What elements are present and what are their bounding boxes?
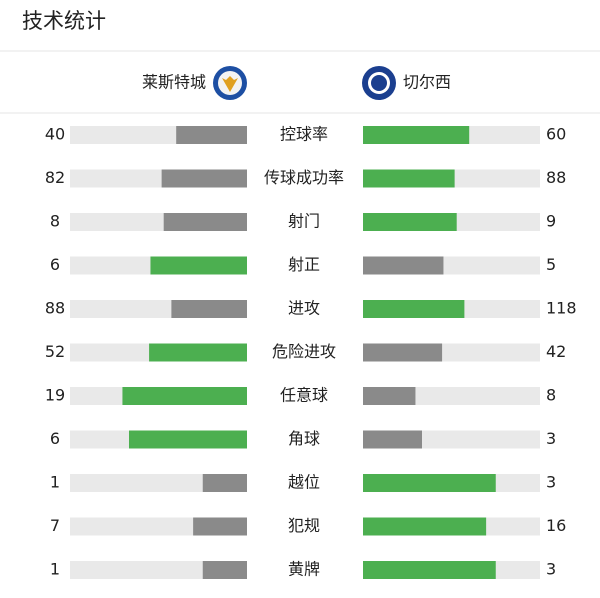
home-value: 7 — [50, 516, 60, 535]
away-bar — [363, 300, 465, 318]
away-bar — [363, 474, 496, 492]
stat-label: 传球成功率 — [264, 168, 344, 187]
away-bar — [363, 387, 416, 405]
stat-label: 任意球 — [280, 386, 328, 405]
home-bar — [122, 387, 247, 405]
away-team-name: 切尔西 — [403, 73, 451, 92]
away-bar — [363, 430, 422, 449]
stat-label: 犯规 — [288, 516, 320, 535]
away-value: 9 — [546, 212, 556, 231]
home-team-name: 莱斯特城 — [142, 73, 206, 92]
home-value: 19 — [45, 386, 65, 405]
away-bar — [363, 343, 443, 362]
home-value: 1 — [50, 560, 60, 579]
away-bar — [363, 169, 455, 188]
home-bar — [150, 256, 247, 275]
home-value: 40 — [45, 125, 65, 144]
away-value: 60 — [546, 125, 566, 144]
away-bar — [363, 256, 444, 275]
home-bar — [202, 561, 247, 579]
home-value: 52 — [45, 342, 65, 361]
home-bar — [163, 213, 247, 231]
stat-label: 射门 — [288, 212, 320, 231]
away-bar — [363, 561, 496, 579]
home-team-logo — [213, 66, 247, 100]
stat-label: 控球率 — [280, 125, 328, 144]
away-team-logo — [362, 66, 396, 100]
away-bar — [363, 213, 457, 231]
home-value: 1 — [50, 473, 60, 492]
away-value: 3 — [546, 473, 556, 492]
home-bar — [202, 474, 247, 492]
stat-label: 进攻 — [288, 299, 320, 318]
home-value: 6 — [50, 429, 60, 448]
home-value: 6 — [50, 255, 60, 274]
away-bar — [363, 126, 470, 144]
stat-label: 射正 — [288, 255, 320, 274]
stat-label: 危险进攻 — [272, 342, 336, 361]
home-bar — [176, 126, 247, 144]
home-value: 88 — [45, 299, 65, 318]
home-bar — [161, 169, 247, 188]
stat-label: 黄牌 — [288, 560, 320, 579]
page-title: 技术统计 — [22, 9, 106, 33]
away-value: 42 — [546, 342, 566, 361]
stat-label: 角球 — [288, 429, 320, 448]
stat-label: 越位 — [288, 473, 320, 492]
home-bar — [171, 300, 247, 318]
away-value: 3 — [546, 560, 556, 579]
away-value: 3 — [546, 429, 556, 448]
home-bar — [149, 343, 247, 362]
home-value: 8 — [50, 212, 60, 231]
home-bar — [193, 517, 247, 536]
away-value: 118 — [546, 299, 577, 318]
away-value: 16 — [546, 516, 566, 535]
home-bar — [129, 430, 247, 449]
away-value: 88 — [546, 168, 566, 187]
away-value: 5 — [546, 255, 556, 274]
home-value: 82 — [45, 168, 65, 187]
away-bar — [363, 517, 487, 536]
away-value: 8 — [546, 386, 556, 405]
